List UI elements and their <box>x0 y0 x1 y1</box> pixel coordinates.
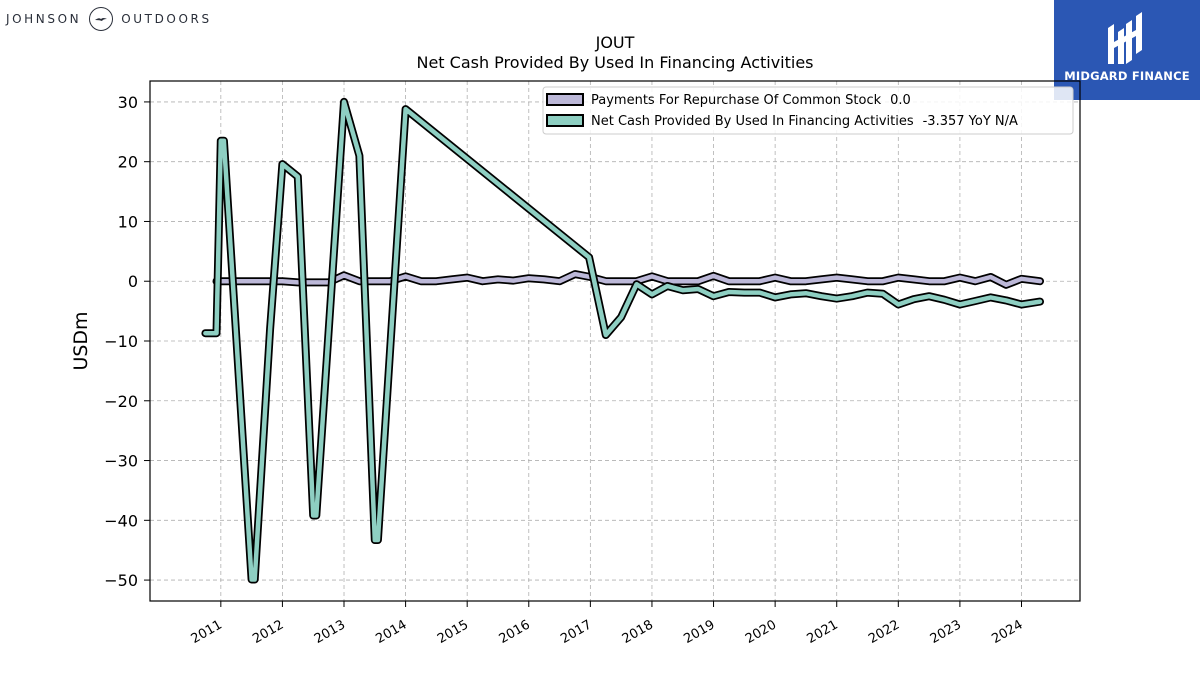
logo-word-left: JOHNSON <box>6 12 82 26</box>
x-tick-label: 2017 <box>558 617 594 647</box>
y-tick-label: 0 <box>128 272 138 291</box>
legend: Payments For Repurchase Of Common Stock 0… <box>542 86 1074 135</box>
midgard-finance-logo: MIDGARD FINANCE <box>1054 0 1200 100</box>
legend-label-repurchase: Payments For Repurchase Of Common Stock 0… <box>591 93 911 108</box>
y-tick-label: −50 <box>104 571 138 590</box>
y-tick-label: 30 <box>118 93 138 112</box>
x-tick-label: 2020 <box>743 617 779 647</box>
x-tick-label: 2024 <box>989 617 1025 647</box>
x-tick-label: 2022 <box>866 617 902 647</box>
bird-in-circle-icon <box>89 7 114 31</box>
legend-swatch-repurchase <box>546 93 584 106</box>
chart-subtitle: Net Cash Provided By Used In Financing A… <box>416 53 813 72</box>
axis-layer: 30 20 10 0 −10 −20 −30 −40 −50 2011 2012 2013 2014 20… <box>104 93 1025 647</box>
x-tick-label: 2015 <box>435 617 471 647</box>
legend-swatch-financing <box>546 114 584 127</box>
x-tick-label: 2016 <box>497 617 533 647</box>
midgard-finance-label: MIDGARD FINANCE <box>1064 69 1190 83</box>
grid-layer <box>150 81 1080 601</box>
x-tick-label: 2023 <box>928 617 964 647</box>
y-tick-label: 10 <box>118 212 138 231</box>
midgard-m-icon <box>1108 12 1142 64</box>
x-tick-label: 2014 <box>373 617 409 647</box>
x-tick-label: 2019 <box>681 617 717 647</box>
legend-label-financing: Net Cash Provided By Used In Financing A… <box>591 114 1018 129</box>
y-tick-label: 20 <box>118 153 138 172</box>
x-tick-label: 2012 <box>250 617 286 647</box>
series-layer <box>201 97 1044 584</box>
y-tick-label: −10 <box>104 332 138 351</box>
johnson-outdoors-logo: JOHNSON OUTDOORS <box>6 6 212 32</box>
x-tick-label: 2011 <box>189 617 225 647</box>
y-tick-label: −20 <box>104 392 138 411</box>
x-tick-label: 2018 <box>620 617 656 647</box>
y-tick-label: −30 <box>104 452 138 471</box>
legend-box <box>542 86 1074 135</box>
x-tick-label: 2021 <box>805 617 841 647</box>
y-axis-label: USDm <box>70 311 92 370</box>
y-tick-label: −40 <box>104 511 138 530</box>
series-line-0 <box>214 271 1043 288</box>
chart-title: JOUT <box>595 33 635 52</box>
series-line-1 <box>203 99 1043 582</box>
x-tick-label: 2013 <box>312 617 348 647</box>
logo-word-right: OUTDOORS <box>121 12 212 26</box>
